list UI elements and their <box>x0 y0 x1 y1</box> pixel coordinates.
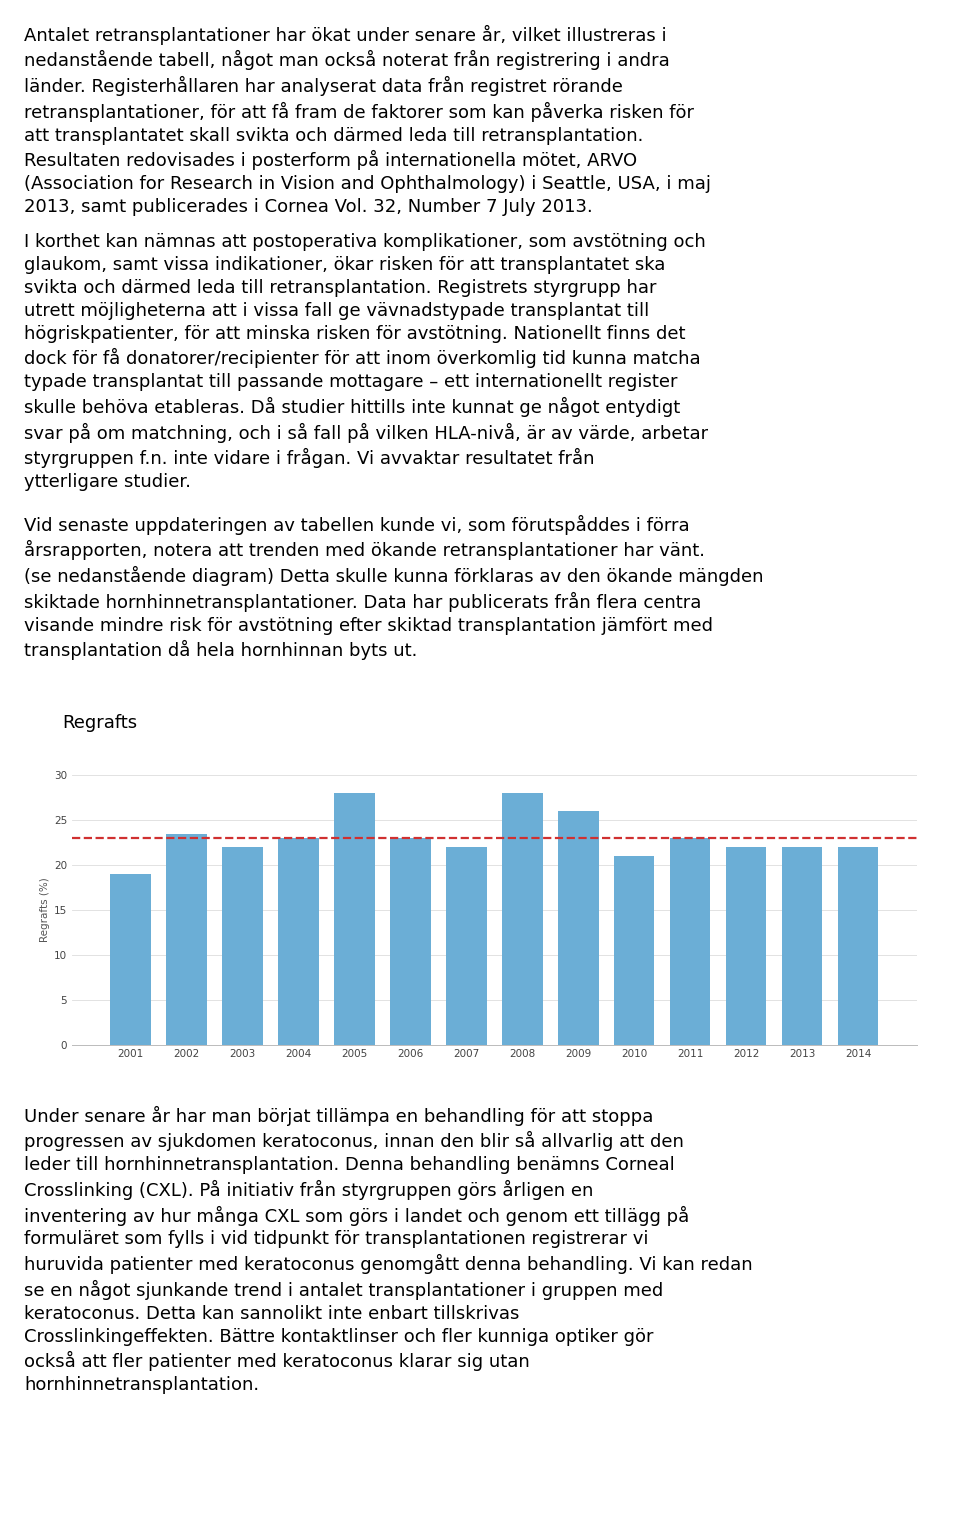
Bar <box>110 874 151 1044</box>
Bar <box>838 847 878 1044</box>
Bar <box>782 847 823 1044</box>
Bar <box>223 847 263 1044</box>
Bar <box>614 857 655 1044</box>
Text: Vid senaste uppdateringen av tabellen kunde vi, som förutspåddes i förra
årsrapp: Vid senaste uppdateringen av tabellen ku… <box>24 515 763 660</box>
Text: Under senare år har man börjat tillämpa en behandling för att stoppa
progressen : Under senare år har man börjat tillämpa … <box>24 1106 753 1395</box>
Bar <box>726 847 766 1044</box>
Bar <box>166 834 206 1044</box>
Bar <box>502 794 542 1044</box>
Bar <box>446 847 487 1044</box>
Bar <box>334 794 374 1044</box>
Y-axis label: Regrafts (%): Regrafts (%) <box>39 878 50 943</box>
Text: Regrafts: Regrafts <box>62 715 137 732</box>
Bar <box>278 838 319 1044</box>
Text: I korthet kan nämnas att postoperativa komplikationer, som avstötning och
glauko: I korthet kan nämnas att postoperativa k… <box>24 234 708 491</box>
Bar <box>391 838 431 1044</box>
Bar <box>558 811 598 1044</box>
Text: Antalet retransplantationer har ökat under senare år, vilket illustreras i
nedan: Antalet retransplantationer har ökat und… <box>24 25 711 217</box>
Bar <box>670 838 710 1044</box>
